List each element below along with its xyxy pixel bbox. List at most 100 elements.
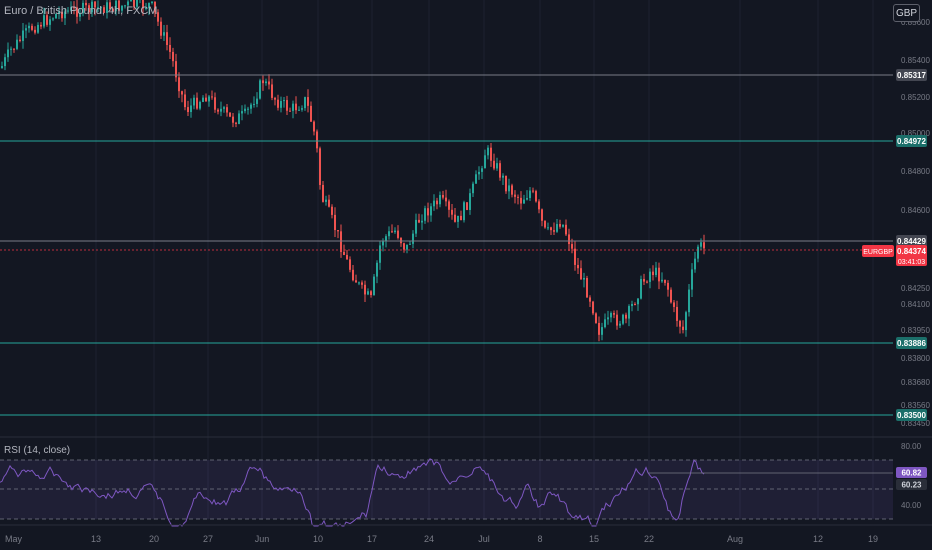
candle-body (550, 227, 552, 231)
candle-body (499, 163, 501, 178)
candle-body (28, 25, 30, 29)
candle-body (547, 227, 549, 229)
candle-body (511, 185, 513, 195)
current-price-text: 0.84374 (897, 247, 926, 256)
candle-body (436, 200, 438, 205)
candle-body (313, 121, 315, 132)
candle-body (7, 49, 9, 58)
candle-body (256, 98, 258, 104)
candle-body (529, 190, 531, 199)
candle-body (151, 1, 153, 4)
candle-body (685, 312, 687, 331)
candle-body (643, 278, 645, 282)
candle-body (289, 110, 291, 112)
candle-body (298, 109, 300, 111)
time-axis: May 13 20 27 Jun 10 17 24 Jul 8 15 22 Aug 12 19 (0, 524, 932, 544)
candle-body (601, 327, 603, 335)
candle-body (604, 319, 606, 328)
candle-body (658, 267, 660, 282)
candle-body (82, 2, 84, 14)
candle-body (310, 105, 312, 122)
candle-body (373, 276, 375, 296)
candle-body (418, 219, 420, 223)
candle-body (97, 7, 99, 9)
candle-body (448, 201, 450, 210)
candle-body (361, 282, 363, 285)
candle-body (286, 100, 288, 111)
candle-body (115, 0, 117, 12)
candle-body (673, 302, 675, 307)
candle-body (610, 313, 612, 318)
candle-body (553, 230, 555, 232)
candle-body (124, 5, 126, 7)
candle-body (619, 323, 621, 326)
symbol-tag (862, 245, 894, 257)
candle-body (190, 105, 192, 113)
candle-body (241, 111, 243, 114)
currency-button[interactable]: GBP (893, 4, 920, 22)
candle-body (517, 196, 519, 198)
candle-body (265, 81, 267, 84)
time-label: Aug (727, 534, 743, 544)
candle-body (46, 15, 48, 25)
candle-body (556, 224, 558, 232)
candle-body (154, 1, 156, 13)
time-label: 17 (367, 534, 377, 544)
candle-body (688, 289, 690, 313)
candle-body (652, 271, 654, 276)
candle-body (280, 101, 282, 108)
candle-body (277, 99, 279, 108)
candle-body (694, 258, 696, 270)
rsi-label: RSI (14, close) (4, 445, 71, 456)
candle-body (535, 191, 537, 202)
candle-body (58, 11, 60, 14)
candle-body (370, 291, 372, 296)
time-label: 8 (537, 534, 542, 544)
candle-body (562, 224, 564, 227)
candle-body (205, 97, 207, 102)
candle-body (259, 80, 261, 99)
candle-body (649, 271, 651, 282)
candle-body (478, 171, 480, 175)
candle-body (343, 251, 345, 255)
rsi-line (0, 458, 705, 527)
rsi-axis-tick: 40.00 (901, 501, 922, 510)
candle-body (703, 242, 705, 249)
candle-body (487, 147, 489, 156)
candle-body (382, 241, 384, 246)
candle-body (466, 202, 468, 210)
candle-body (451, 209, 453, 215)
level-tag-text: 0.84972 (897, 137, 926, 146)
candle-body (127, 1, 129, 6)
candle-body (61, 11, 63, 19)
level-tag (896, 337, 927, 349)
candle-body (388, 231, 390, 237)
candle-body (430, 206, 432, 216)
candle-body (613, 313, 615, 315)
candle-body (538, 201, 540, 210)
candle-body (43, 15, 45, 27)
candle-body (94, 1, 96, 8)
candle-body (700, 242, 702, 247)
price-axis: 0.85600 0.85400 0.85200 0.85000 0.84800 0.846… (901, 18, 930, 428)
candle-body (109, 2, 111, 10)
price-tick: 0.85200 (901, 93, 930, 102)
candle-body (16, 39, 18, 49)
price-tick: 0.84100 (901, 300, 930, 309)
candle-body (355, 280, 357, 283)
candle-body (634, 303, 636, 305)
candle-body (37, 24, 39, 33)
candle-body (376, 262, 378, 277)
candle-body (229, 112, 231, 117)
candle-body (133, 0, 135, 7)
price-tick: 0.83800 (901, 354, 930, 363)
candle-body (433, 200, 435, 207)
candle-body (646, 281, 648, 283)
candle-body (616, 314, 618, 326)
candle-body (463, 202, 465, 221)
candle-body (142, 0, 144, 9)
candle-body (232, 116, 234, 123)
candle-body (70, 7, 72, 11)
candle-body (79, 13, 81, 17)
